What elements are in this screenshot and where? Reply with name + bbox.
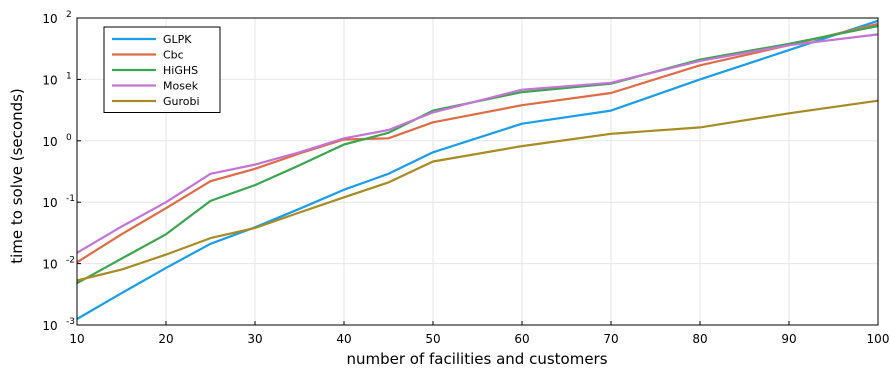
x-tick-label: 100 — [867, 332, 890, 346]
y-axis-label: time to solve (seconds) — [8, 88, 26, 264]
x-tick-label: 60 — [514, 332, 529, 346]
y-tick-label-base: 10 — [42, 258, 57, 272]
legend-label: Cbc — [163, 49, 184, 62]
y-tick-label-exponent: 0 — [66, 133, 72, 143]
y-tick-label-exponent: 2 — [66, 10, 72, 20]
y-tick-label-base: 10 — [42, 319, 57, 333]
legend: GLPK Cbc HiGHS Mosek Gurobi — [103, 26, 221, 113]
y-tick-label-base: 10 — [42, 196, 57, 210]
y-tick-label-exponent: -3 — [66, 317, 75, 327]
y-tick-label-exponent: -1 — [66, 194, 75, 204]
series-line-glpk — [76, 19, 879, 320]
x-tick-label: 30 — [247, 332, 262, 346]
legend-label: Mosek — [163, 80, 199, 93]
x-tick-label: 20 — [158, 332, 173, 346]
x-tick-label: 40 — [336, 332, 351, 346]
legend-label: HiGHS — [163, 64, 198, 77]
x-tick-label: 70 — [603, 332, 618, 346]
x-axis-label: number of facilities and customers — [346, 350, 607, 367]
series-lines — [76, 19, 879, 320]
legend-label: Gurobi — [163, 95, 200, 108]
x-tick-label: 90 — [781, 332, 796, 346]
y-tick-label-base: 10 — [42, 73, 57, 87]
x-tick-label: 50 — [425, 332, 440, 346]
series-line-mosek — [76, 33, 879, 254]
x-tick-label: 10 — [69, 332, 84, 346]
y-tick-label-exponent: -2 — [66, 256, 75, 266]
plot-frame — [76, 17, 879, 326]
x-axis-ticks: 10 20 30 40 50 60 70 80 90 100 — [69, 321, 889, 346]
y-axis-ticks: 10 -3 10 -2 10 -1 10 0 10 1 10 2 — [42, 10, 81, 333]
y-tick-label-base: 10 — [42, 135, 57, 149]
series-line-gurobi — [76, 99, 879, 282]
x-tick-label: 80 — [692, 332, 707, 346]
legend-label: GLPK — [163, 33, 192, 46]
y-tick-label-exponent: 1 — [66, 71, 72, 81]
y-tick-label-base: 10 — [42, 12, 57, 26]
